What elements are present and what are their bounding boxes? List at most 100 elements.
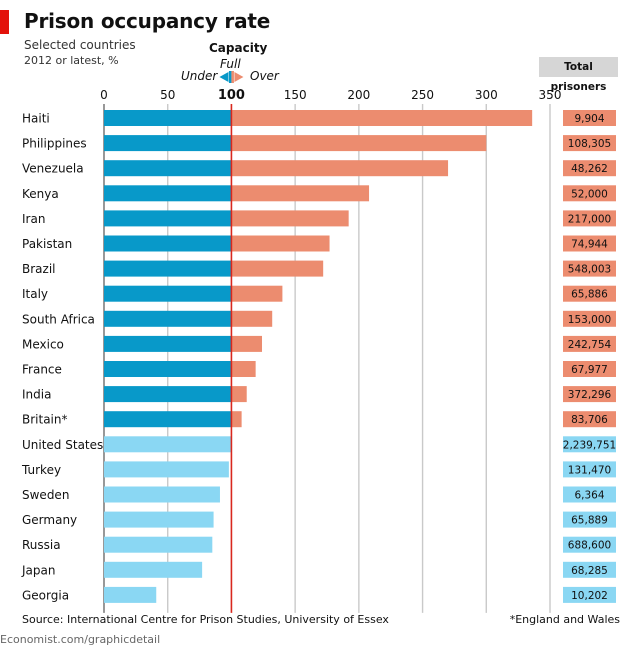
total-prisoners-value: 67,977 (571, 364, 608, 376)
bar-under-capacity (104, 210, 232, 227)
bar-over-capacity (231, 260, 324, 277)
bar-under-capacity (104, 511, 214, 528)
bar-under-capacity (104, 285, 232, 302)
bar-over-capacity (231, 411, 242, 428)
over-arrow-stem (231, 71, 234, 83)
total-prisoners-value: 2,239,751 (563, 439, 616, 451)
total-prisoners-box (563, 461, 616, 478)
total-prisoners-box (563, 185, 616, 202)
bar-under-capacity (104, 361, 232, 377)
country-label: South Africa (22, 312, 95, 326)
bar-under-capacity (104, 586, 157, 603)
under-arrow-icon (219, 72, 229, 82)
brand-red-bar (0, 10, 9, 34)
footnote: *England and Wales (509, 613, 620, 626)
total-prisoners-box (563, 335, 616, 352)
country-label: Venezuela (22, 162, 84, 176)
country-label: Sweden (22, 488, 69, 502)
country-label: India (22, 388, 51, 402)
total-prisoners-value: 65,886 (571, 289, 608, 301)
country-label: Germany (22, 513, 77, 527)
total-prisoners-value: 68,285 (571, 565, 608, 577)
bar-over-capacity (231, 160, 449, 177)
under-arrow-stem (228, 71, 232, 83)
total-prisoners-box (563, 110, 616, 126)
bar-under-capacity (104, 335, 232, 352)
capacity-legend-title: Capacity (209, 41, 268, 55)
bar-under-capacity (104, 461, 229, 478)
country-label: Turkey (21, 463, 61, 477)
bar-under-capacity (104, 235, 232, 252)
bar-over-capacity (231, 110, 533, 126)
x-tick-label: 250 (411, 88, 434, 102)
total-prisoners-value: 83,706 (571, 414, 608, 426)
total-prisoners-value: 48,262 (571, 163, 608, 175)
bar-under-capacity (104, 536, 213, 553)
total-prisoners-value: 153,000 (568, 314, 611, 326)
total-prisoners-box (563, 511, 616, 528)
total-prisoners-box (563, 210, 616, 227)
over-arrow-icon (234, 72, 244, 82)
total-prisoners-box (563, 235, 616, 252)
total-prisoners-box (563, 486, 616, 503)
total-prisoners-value: 74,944 (571, 239, 608, 251)
total-prisoners-box (563, 310, 616, 327)
x-tick-label: 0 (100, 88, 108, 102)
x-tick-label: 200 (347, 88, 370, 102)
x-tick-label: 350 (539, 88, 562, 102)
bar-under-capacity (104, 486, 220, 503)
bar-under-capacity (104, 436, 232, 453)
bar-over-capacity (231, 135, 487, 152)
chart-note: 2012 or latest, % (24, 54, 119, 67)
bar-over-capacity (231, 185, 370, 202)
total-prisoners-value: 217,000 (568, 213, 611, 225)
total-prisoners-box (563, 260, 616, 277)
country-label: United States (22, 438, 103, 452)
bar-over-capacity (231, 335, 263, 352)
x-tick-label: 100 (218, 88, 245, 103)
total-prisoners-value: 372,296 (568, 389, 612, 401)
bar-under-capacity (104, 411, 232, 428)
capacity-under-label: Under (181, 69, 218, 83)
total-prisoners-value: 131,470 (568, 464, 611, 476)
country-label: Iran (22, 212, 45, 226)
country-label: Haiti (22, 112, 50, 126)
country-label: Philippines (22, 137, 87, 151)
bar-under-capacity (104, 110, 232, 126)
total-prisoners-box (563, 361, 616, 377)
bar-over-capacity (231, 285, 283, 302)
country-label: Italy (22, 287, 48, 301)
bar-over-capacity (231, 386, 247, 403)
total-prisoners-box (563, 411, 616, 428)
total-prisoners-box (563, 586, 616, 603)
total-prisoners-value: 548,003 (568, 264, 611, 276)
capacity-full-label: Full (220, 57, 241, 71)
country-label: Georgia (22, 588, 69, 602)
bar-over-capacity (231, 235, 330, 252)
bar-under-capacity (104, 185, 232, 202)
country-label: Kenya (22, 187, 59, 201)
bar-under-capacity (104, 160, 232, 177)
total-prisoners-box (563, 135, 616, 152)
total-prisoners-value: 242,754 (568, 339, 612, 351)
x-tick-label: 300 (475, 88, 498, 102)
total-prisoners-value: 688,600 (568, 540, 611, 552)
country-label: Britain* (22, 413, 68, 427)
total-prisoners-value: 52,000 (571, 188, 608, 200)
bar-under-capacity (104, 260, 232, 277)
country-label: Pakistan (22, 237, 72, 251)
x-tick-label: 150 (284, 88, 307, 102)
source-note: Source: International Centre for Prison … (22, 613, 389, 626)
country-label: Russia (22, 538, 61, 552)
country-label: Brazil (22, 262, 56, 276)
x-tick-label: 50 (160, 88, 175, 102)
bar-under-capacity (104, 561, 203, 578)
bar-under-capacity (104, 310, 232, 327)
bar-over-capacity (231, 210, 349, 227)
chart-subtitle: Selected countries (24, 38, 136, 52)
total-prisoners-box (563, 536, 616, 553)
total-prisoners-value: 6,364 (574, 490, 604, 502)
bar-over-capacity (231, 310, 273, 327)
country-label: Japan (21, 563, 55, 577)
